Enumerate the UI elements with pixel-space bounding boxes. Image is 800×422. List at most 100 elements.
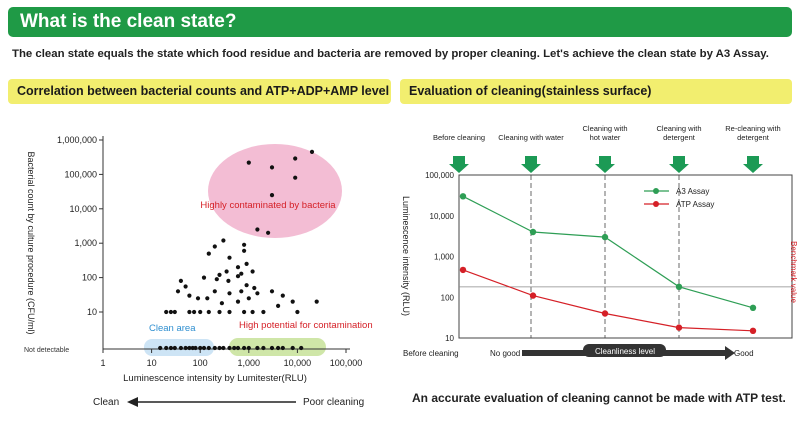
clean-label: Clean <box>93 397 119 408</box>
series-point <box>675 283 683 290</box>
scatter-point-nd <box>164 345 169 351</box>
y-tick-label: 100 <box>441 293 455 302</box>
scatter-point <box>255 227 260 232</box>
scatter-point <box>192 309 197 315</box>
cleanliness-level-box <box>583 344 666 357</box>
left-section-header: Correlation between bacterial counts and… <box>8 79 391 104</box>
scatter-point <box>178 278 183 283</box>
scatter-point-nd <box>158 345 163 351</box>
stage-arrow <box>449 156 469 173</box>
scatter-point <box>269 165 275 170</box>
scatter-point <box>242 248 247 253</box>
scatter-point-nd <box>269 345 275 351</box>
scatter-point-nd <box>172 345 177 351</box>
scatter-point <box>269 193 275 198</box>
scatter-point-nd <box>246 345 251 351</box>
scatter-point <box>195 296 201 301</box>
scatter-point-nd <box>221 345 226 351</box>
scatter-point <box>244 261 249 266</box>
stage-label: Cleaning with <box>582 124 627 133</box>
series-point <box>601 310 609 317</box>
plot-frame <box>458 174 793 339</box>
y-tick-label: 10,000 <box>69 204 97 214</box>
scatter-point <box>246 296 251 301</box>
scatter-point <box>239 271 244 276</box>
scatter-point <box>217 272 222 277</box>
scatter-point <box>168 309 173 315</box>
scatter-point <box>212 289 217 294</box>
legend-a3-marker <box>653 188 659 194</box>
scatter-point-nd <box>168 345 173 351</box>
scatter-point <box>242 309 247 315</box>
series-line <box>462 269 754 332</box>
scatter-point <box>250 309 255 315</box>
scatter-point <box>214 277 219 282</box>
x-tick-label: 10 <box>147 358 157 368</box>
series-point <box>529 228 537 236</box>
scatter-point <box>290 299 295 304</box>
scatter-point <box>235 299 241 304</box>
legend-atp-marker <box>653 201 659 207</box>
scatter-point <box>261 309 266 315</box>
y-tick-label: 10,000 <box>430 212 455 221</box>
stage-label: Re-cleaning with <box>725 124 780 133</box>
scatter-point-nd <box>255 345 260 351</box>
series-point <box>459 193 467 200</box>
stage-label: detergent <box>663 133 696 142</box>
scatter-point <box>227 255 232 260</box>
x-good-label: Good <box>734 349 754 358</box>
y-tick-label: 1,000 <box>434 253 455 262</box>
scatter-point-nd <box>212 345 217 351</box>
x-left-label: Before cleaning <box>403 349 459 358</box>
left-section-title: Correlation between bacterial counts and… <box>17 84 390 98</box>
scatter-point-nd <box>235 345 241 351</box>
x-axis-label: Luminescence intensity by Lumitester(RLU… <box>123 373 307 384</box>
scatter-point <box>164 309 169 315</box>
scatter-point <box>280 293 285 298</box>
scatter-point <box>235 265 241 270</box>
scatter-point <box>314 299 319 304</box>
scatter-point-nd <box>290 345 295 351</box>
scatter-point-nd <box>276 345 281 351</box>
stage-arrow <box>595 156 615 173</box>
scatter-point-nd <box>261 345 266 351</box>
scatter-point <box>309 149 315 154</box>
header-bar: What is the clean state? <box>8 7 792 37</box>
clean-area-label: Clean area <box>149 323 196 334</box>
x-tick-label: 1,000 <box>238 358 261 368</box>
series-point <box>601 233 609 241</box>
stage-arrow <box>669 156 689 173</box>
scatter-point <box>250 269 255 274</box>
y-tick-label: 1,000 <box>74 238 97 248</box>
scatter-point <box>217 309 222 315</box>
x-tick-label: 10,000 <box>284 358 312 368</box>
series-point <box>459 266 467 274</box>
cleanliness-level-label: Cleanliness level <box>595 347 655 356</box>
scatter-point-nd <box>187 345 192 351</box>
high-contamination-zone <box>208 144 342 238</box>
stage-arrow <box>521 156 541 173</box>
stage-label: detergent <box>737 133 770 142</box>
scatter-chart: 1 10 100 1,000 10,000 100,000 1,000,000 100,000… <box>24 135 373 408</box>
legend-atp-label: ATP Assay <box>676 200 714 209</box>
scatter-point <box>172 309 177 315</box>
benchmark-label: Benchmark value <box>789 241 798 303</box>
scatter-point <box>201 275 207 280</box>
y-tick-label: 100 <box>82 273 97 283</box>
y-axis-label: Bacterial count by culture procedure (CF… <box>26 151 36 334</box>
scatter-point-nd <box>206 345 211 351</box>
stage-label: hot water <box>590 133 621 142</box>
y-tick-label: 1,000,000 <box>57 135 97 145</box>
x-tick-label: 1 <box>100 358 105 368</box>
scatter-point <box>227 309 232 315</box>
y-tick-label: 10 <box>87 307 97 317</box>
y-tick-label: 100,000 <box>425 171 454 180</box>
potential-contamination-label: High potential for contamination <box>239 320 373 331</box>
scatter-point <box>269 289 275 294</box>
scatter-point <box>293 175 298 180</box>
scatter-point <box>227 291 232 296</box>
scatter-point-nd <box>198 345 203 351</box>
scatter-point <box>187 309 192 315</box>
scatter-point <box>244 283 249 288</box>
poor-cleaning-label: Poor cleaning <box>303 397 364 408</box>
